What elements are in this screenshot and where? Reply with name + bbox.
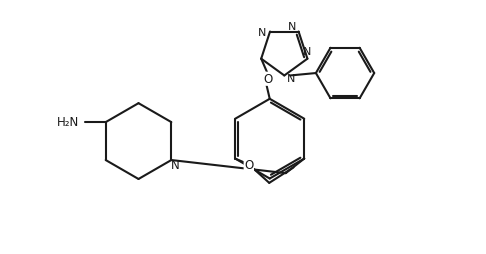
Text: H₂N: H₂N [57,115,79,128]
Text: O: O [244,158,254,171]
Text: N: N [258,27,266,37]
Text: N: N [171,159,180,172]
Text: N: N [303,47,312,57]
Text: N: N [288,22,296,31]
Text: O: O [263,73,273,86]
Text: N: N [287,74,295,84]
